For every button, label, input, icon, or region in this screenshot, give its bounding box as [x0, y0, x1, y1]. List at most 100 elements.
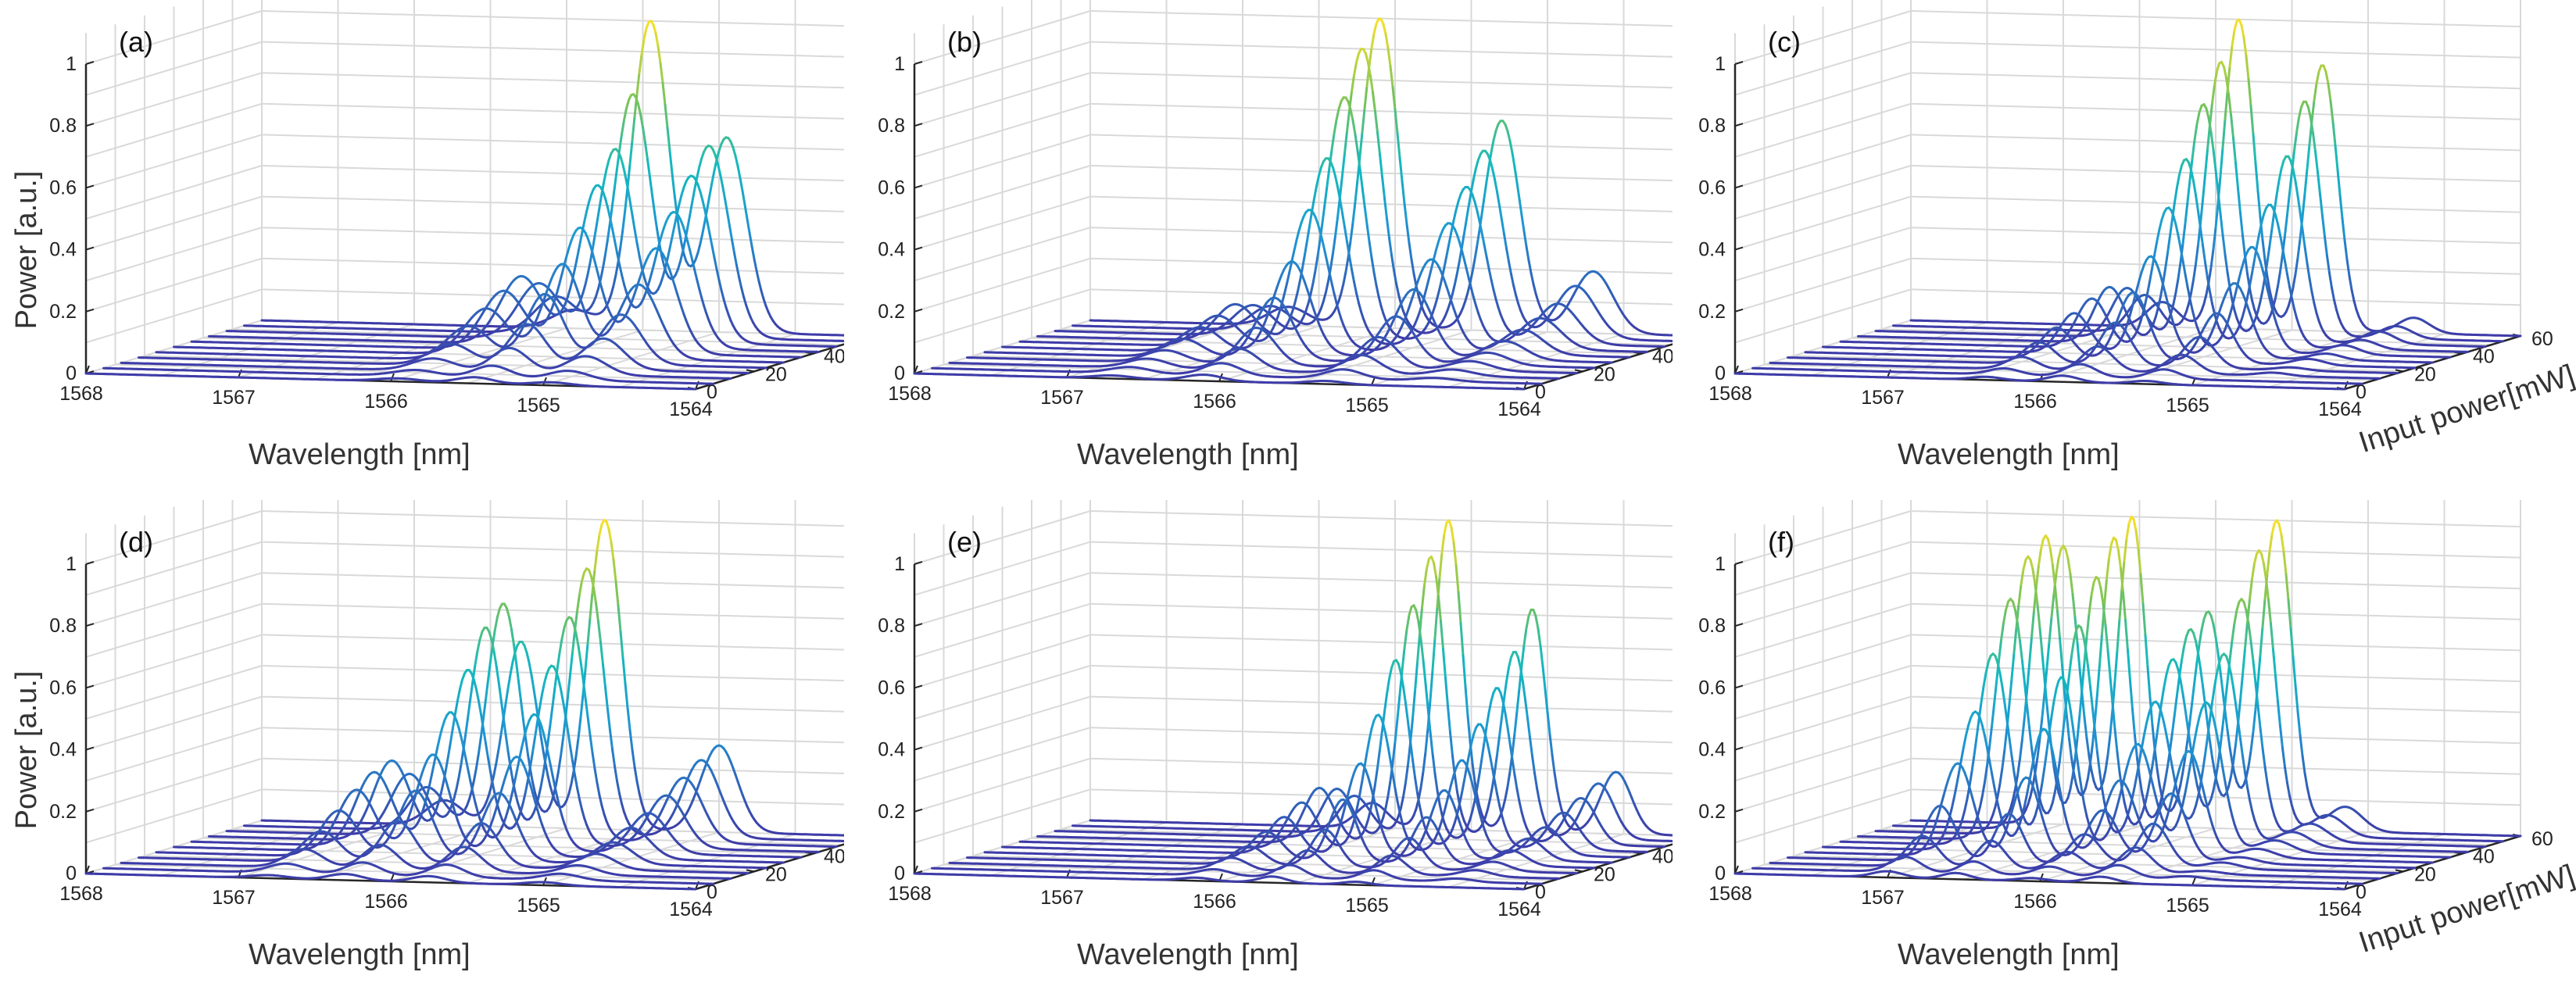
curve-segment: [569, 278, 574, 291]
series-line-60mw: [260, 20, 844, 337]
curve-segment: [1456, 259, 1461, 274]
curve-segment: [1344, 256, 1350, 273]
z-tick-mark: [914, 61, 923, 65]
curve-segment: [1417, 295, 1422, 306]
curve-segment: [653, 251, 658, 263]
curve-segment: [1394, 108, 1399, 135]
curve-segment: [1370, 256, 1376, 273]
grid-line-side-h-3: [914, 227, 1091, 282]
curve-segment: [558, 273, 564, 284]
curve-segment: [668, 269, 674, 279]
curve-segment: [638, 271, 643, 281]
z-tick-mark: [85, 123, 95, 127]
curve-segment: [1348, 255, 1353, 271]
y-tick-label: 0: [707, 381, 717, 403]
curve-segment: [703, 209, 709, 223]
curve-segment: [1386, 47, 1392, 68]
curve-segment: [1375, 284, 1380, 298]
curve-segment: [1391, 85, 1397, 111]
curve-segment: [595, 288, 599, 298]
series-line-18mw: [138, 323, 750, 375]
curve-segment: [1445, 285, 1451, 295]
curve-segment: [1478, 220, 1483, 234]
z-tick-label: 0.6: [878, 177, 905, 198]
curve-segment: [1471, 193, 1476, 203]
z-tick-label: 0: [66, 363, 77, 384]
curve-segment: [1483, 180, 1488, 199]
grid-line-side-h-4: [914, 195, 1091, 251]
grid-line-back-h-5: [261, 165, 844, 182]
grid-line-side-h-1: [85, 288, 263, 344]
curve-segment: [619, 227, 624, 248]
curve-segment: [585, 201, 590, 213]
z-tick-label: 0: [894, 363, 905, 384]
curve-segment: [1463, 217, 1468, 234]
x-axis-label: Wavelength [nm]: [249, 438, 470, 471]
z-tick-label: 0.2: [49, 301, 77, 323]
curve-segment: [1346, 109, 1351, 133]
curve-segment: [1355, 291, 1360, 305]
curve-segment: [1294, 290, 1299, 302]
curve-segment: [1471, 258, 1476, 273]
curve-segment: [699, 231, 704, 245]
grid-line-floor-h-5: [1061, 328, 1671, 346]
series-line-24mw: [983, 296, 1596, 370]
curve-segment: [1508, 260, 1512, 276]
curve-segment: [1503, 233, 1508, 250]
curve-segment: [1346, 240, 1351, 257]
curve-segment: [1494, 298, 1500, 309]
z-tick-label: 0.6: [49, 177, 77, 198]
curve-segment: [1311, 302, 1315, 313]
curve-segment: [631, 213, 636, 230]
grid-line-side-h-8: [85, 72, 263, 127]
curve-segment: [1419, 303, 1423, 313]
curve-segment: [696, 242, 702, 254]
curve-segment: [1337, 291, 1343, 302]
curve-segment: [1334, 174, 1339, 188]
curve-segment: [611, 227, 616, 242]
grid-line-side-h-10: [914, 10, 1091, 65]
curve-segment: [586, 237, 592, 246]
curve-segment: [734, 154, 739, 168]
curve-segment: [722, 298, 728, 309]
curve-segment: [604, 197, 609, 209]
curve-segment: [567, 288, 571, 298]
grid-line-floor-h-2: [972, 355, 1583, 373]
curve-segment: [1527, 259, 1533, 274]
series-line-54mw: [1072, 48, 1673, 342]
curve-segment: [1309, 282, 1315, 295]
curve-segment: [1492, 130, 1497, 142]
curve-segment: [1311, 269, 1317, 285]
curve-segment: [689, 202, 693, 217]
curve-segment: [1306, 225, 1311, 242]
curve-segment: [710, 244, 716, 259]
curve-segment: [600, 287, 606, 298]
curve-segment: [1341, 212, 1346, 229]
curve-segment: [1490, 139, 1495, 154]
curve-segment: [651, 194, 656, 214]
curve-segment: [660, 227, 665, 237]
curve-segment: [1520, 213, 1526, 233]
grid-line-side-h-6: [914, 134, 1091, 189]
curve-segment: [1273, 287, 1278, 297]
curve-segment: [1351, 74, 1355, 93]
curve-segment: [553, 290, 559, 301]
curve-segment: [1358, 302, 1362, 313]
curve-segment: [682, 252, 688, 263]
curve-segment: [1472, 296, 1477, 307]
z-tick-mark: [914, 246, 923, 251]
curve-segment: [1313, 309, 1318, 319]
curve-segment: [1489, 159, 1494, 170]
series-line-12mw: [120, 347, 732, 380]
curve-segment: [740, 286, 745, 298]
curve-segment: [1372, 271, 1378, 287]
curve-segment: [1365, 223, 1371, 243]
curve-segment: [1275, 280, 1280, 290]
curve-segment: [1461, 249, 1465, 261]
curve-segment: [1356, 149, 1361, 170]
curve-segment: [1468, 277, 1472, 290]
curve-segment: [686, 239, 691, 251]
labels-a: (a) Wavelength [nm] Power [a.u.]: [10, 26, 470, 471]
curve-segment: [1389, 65, 1394, 88]
curve-segment: [1494, 178, 1498, 193]
